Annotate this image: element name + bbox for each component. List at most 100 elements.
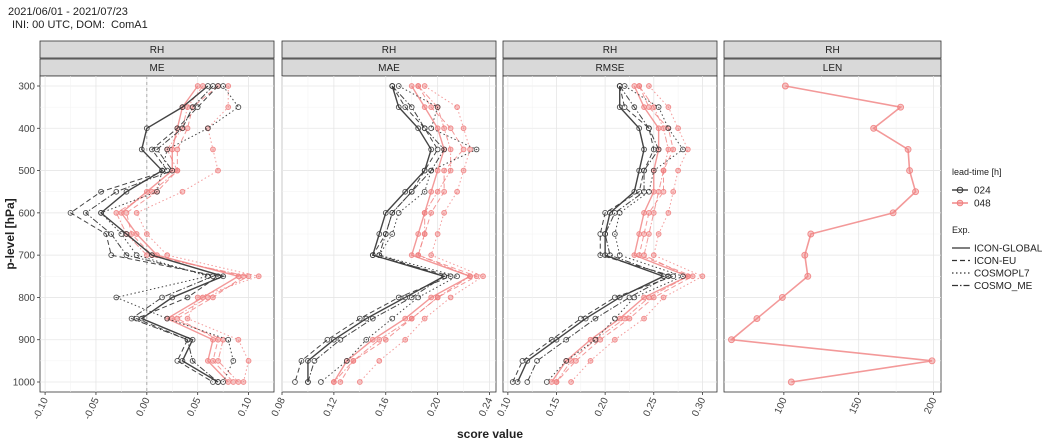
data-point: [245, 273, 252, 280]
data-point: [189, 104, 196, 110]
data-point: [646, 294, 652, 301]
data-point: [587, 336, 594, 343]
data-point: [164, 315, 171, 322]
data-point: [215, 167, 221, 174]
x-tick-label: 0.25: [641, 396, 659, 419]
data-point: [305, 358, 311, 364]
data-point: [421, 167, 428, 174]
data-point: [189, 358, 196, 364]
data-point: [665, 273, 672, 280]
data-point: [292, 379, 298, 385]
data-point: [408, 252, 415, 258]
strip-top-3: [723, 40, 942, 59]
data-point: [460, 167, 467, 174]
data-point: [655, 125, 662, 132]
data-point: [467, 273, 473, 280]
date-range-label: 2021/06/01 - 2021/07/23: [8, 6, 128, 18]
data-point: [434, 104, 441, 110]
data-point: [684, 273, 691, 280]
data-point: [787, 378, 795, 386]
series-line-024-cosmo_me: [526, 85, 670, 383]
data-point: [331, 336, 337, 343]
data-point: [534, 358, 540, 364]
data-point: [382, 210, 389, 216]
data-point: [655, 188, 662, 195]
data-point: [143, 188, 150, 195]
data-point: [169, 294, 176, 301]
data-point: [548, 336, 555, 343]
data-point: [543, 379, 550, 385]
data-point: [631, 83, 638, 89]
data-point: [447, 146, 454, 153]
data-point: [646, 125, 652, 132]
data-point: [646, 231, 652, 237]
data-point: [98, 188, 104, 195]
series-line-048-cosmopl7: [135, 86, 261, 383]
data-point: [434, 188, 441, 195]
data-point: [408, 315, 415, 322]
data-point: [602, 210, 608, 216]
series-line-048-cosmopl7: [570, 85, 704, 383]
data-point: [889, 209, 897, 217]
data-point: [402, 294, 409, 301]
legend-exp-label: ICON-GLOBAL: [974, 244, 1043, 255]
y-tick-label: 800: [18, 293, 35, 304]
data-point: [108, 252, 115, 258]
data-point: [149, 252, 155, 258]
data-point: [670, 188, 677, 195]
data-point: [230, 379, 237, 385]
data-point: [612, 294, 618, 301]
series-line-024-icon-eu: [69, 85, 220, 383]
data-point: [133, 210, 140, 216]
data-point: [402, 336, 409, 343]
data-point: [641, 210, 647, 216]
data-point: [324, 336, 331, 343]
data-point: [524, 379, 531, 385]
data-point: [616, 252, 623, 258]
data-point: [356, 379, 363, 385]
data-point: [369, 336, 376, 343]
data-point: [428, 104, 435, 110]
data-point: [205, 358, 211, 364]
data-point: [641, 167, 647, 174]
data-point: [305, 379, 311, 385]
data-point: [220, 83, 226, 89]
data-point: [568, 379, 574, 385]
data-point: [626, 315, 633, 322]
data-point: [665, 146, 672, 153]
y-tick-label: 700: [18, 251, 35, 262]
data-point: [573, 358, 579, 364]
legend-key-point: [956, 186, 964, 194]
data-point: [179, 104, 186, 110]
data-point: [473, 273, 480, 280]
data-point: [650, 252, 657, 258]
series-line-024-icon-global: [307, 85, 446, 382]
x-tick-label: 0.05: [185, 396, 203, 419]
series-line-024-cosmopl7: [320, 85, 478, 383]
x-tick-label: 0.12: [322, 396, 340, 419]
data-point: [636, 83, 643, 89]
x-tick-label: -0.05: [82, 396, 102, 422]
data-point: [184, 336, 191, 343]
data-point: [225, 83, 232, 89]
series-line-024-cosmo_me: [84, 85, 219, 383]
data-point: [670, 146, 677, 153]
data-point: [298, 358, 305, 364]
data-point: [376, 336, 383, 343]
data-point: [621, 315, 628, 322]
data-point: [441, 167, 447, 174]
x-tick-label: 150: [848, 396, 865, 416]
x-axis-title: score value: [457, 427, 523, 441]
data-point: [235, 336, 242, 343]
data-point: [210, 336, 216, 343]
strip-bottom-label: RMSE: [596, 63, 625, 74]
strip-bottom-label: LEN: [823, 63, 842, 74]
data-point: [428, 252, 435, 258]
data-point: [311, 358, 318, 364]
data-point: [184, 104, 191, 110]
strip-top-2: [502, 40, 718, 59]
data-point: [563, 358, 570, 364]
data-point: [434, 231, 441, 237]
data-point: [118, 231, 125, 237]
